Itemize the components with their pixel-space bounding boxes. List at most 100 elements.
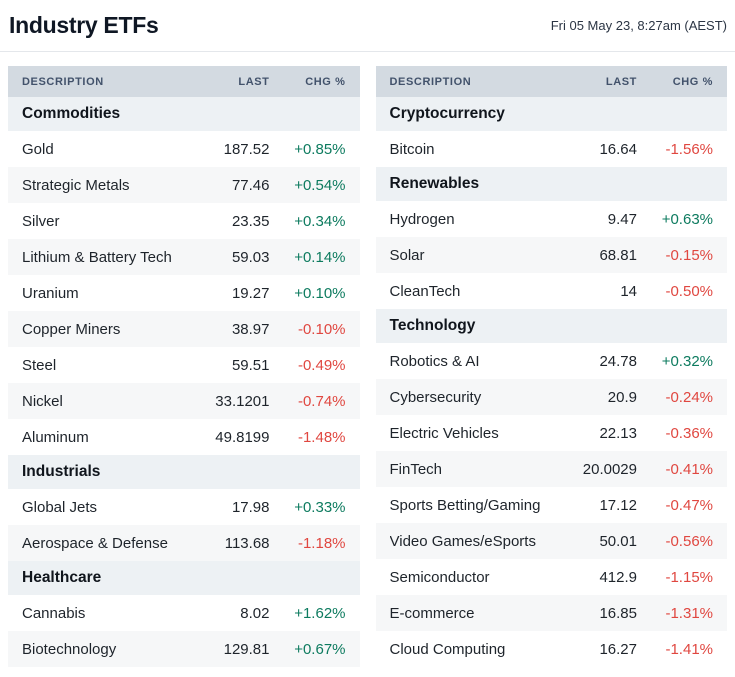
column-header-description: DESCRIPTION <box>22 75 104 88</box>
etf-row[interactable]: Steel 59.51 -0.49% <box>8 347 360 383</box>
etf-row[interactable]: Cloud Computing 16.27 -1.41% <box>375 631 727 667</box>
section-header-row: Renewables <box>375 167 727 201</box>
etf-last-price: 24.78 <box>599 352 637 370</box>
etf-row[interactable]: Aluminum 49.8199 -1.48% <box>8 419 360 455</box>
etf-table-left: DESCRIPTION LAST CHG % Commodities Gold 18… <box>8 66 360 667</box>
etf-change-percent: +1.62% <box>294 604 346 622</box>
etf-change-percent: -0.10% <box>297 320 346 338</box>
column-header-last: LAST <box>238 75 270 88</box>
etf-description: FinTech <box>389 460 443 478</box>
etf-row[interactable]: Video Games/eSports 50.01 -0.56% <box>375 523 727 559</box>
etf-description: Steel <box>22 356 57 374</box>
etf-row[interactable]: Silver 23.35 +0.34% <box>8 203 360 239</box>
etf-last-price: 50.01 <box>599 532 637 550</box>
etf-change-percent: +0.54% <box>294 176 346 194</box>
etf-row[interactable]: Electric Vehicles 22.13 -0.36% <box>375 415 727 451</box>
etf-description: CleanTech <box>389 282 461 300</box>
etf-row[interactable]: Semiconductor 412.9 -1.15% <box>375 559 727 595</box>
etf-change-percent: -0.41% <box>665 460 713 478</box>
etf-row[interactable]: E-commerce 16.85 -1.31% <box>375 595 727 631</box>
column-header-description: DESCRIPTION <box>389 75 472 88</box>
section-label: Commodities <box>22 105 121 122</box>
section-label: Industrials <box>22 463 101 480</box>
etf-change-percent: -0.47% <box>665 496 713 514</box>
etf-row[interactable]: Strategic Metals 77.46 +0.54% <box>8 167 360 203</box>
etf-last-price: 129.81 <box>223 640 270 658</box>
etf-change-percent: -0.50% <box>665 282 713 300</box>
section-label: Cryptocurrency <box>389 105 505 122</box>
etf-last-price: 38.97 <box>231 320 270 338</box>
etf-row[interactable]: Gold 187.52 +0.85% <box>8 131 360 167</box>
etf-description: Uranium <box>22 284 79 302</box>
timestamp: Fri 05 May 23, 8:27am (AEST) <box>550 18 727 33</box>
etf-description: Solar <box>389 246 425 264</box>
etf-row[interactable]: Hydrogen 9.47 +0.63% <box>375 201 727 237</box>
etf-change-percent: -1.41% <box>665 640 713 658</box>
etf-change-percent: -1.18% <box>297 534 346 552</box>
etf-description: Gold <box>22 140 54 158</box>
etf-change-percent: -0.36% <box>665 424 713 442</box>
etf-description: E-commerce <box>389 604 475 622</box>
etf-last-price: 9.47 <box>607 210 637 228</box>
etf-last-price: 16.85 <box>599 604 637 622</box>
etf-row[interactable]: Nickel 33.1201 -0.74% <box>8 383 360 419</box>
etf-row[interactable]: FinTech 20.0029 -0.41% <box>375 451 727 487</box>
table-header-row: DESCRIPTION LAST CHG % <box>375 66 727 97</box>
etf-last-price: 20.0029 <box>582 460 637 478</box>
etf-change-percent: -0.15% <box>665 246 713 264</box>
etf-change-percent: +0.10% <box>294 284 346 302</box>
etf-change-percent: -0.74% <box>297 392 346 410</box>
etf-last-price: 412.9 <box>599 568 637 586</box>
etf-last-price: 59.51 <box>231 356 270 374</box>
etf-change-percent: +0.33% <box>294 498 346 516</box>
etf-change-percent: -0.24% <box>665 388 713 406</box>
section-header-row: Commodities <box>8 97 360 131</box>
section-label: Technology <box>389 317 476 334</box>
etf-row[interactable]: Uranium 19.27 +0.10% <box>8 275 360 311</box>
etf-row[interactable]: CleanTech 14 -0.50% <box>375 273 727 309</box>
etf-description: Aerospace & Defense <box>22 534 168 552</box>
etf-row[interactable]: Biotechnology 129.81 +0.67% <box>8 631 360 667</box>
etf-last-price: 187.52 <box>223 140 270 158</box>
etf-row[interactable]: Robotics & AI 24.78 +0.32% <box>375 343 727 379</box>
etf-change-percent: +0.32% <box>661 352 713 370</box>
etf-last-price: 16.27 <box>599 640 637 658</box>
etf-description: Cloud Computing <box>389 640 506 658</box>
section-header-row: Technology <box>375 309 727 343</box>
etf-change-percent: -1.31% <box>665 604 713 622</box>
table-header-row: DESCRIPTION LAST CHG % <box>8 66 360 97</box>
etf-row[interactable]: Copper Miners 38.97 -0.10% <box>8 311 360 347</box>
etf-description: Global Jets <box>22 498 98 516</box>
etf-row[interactable]: Cybersecurity 20.9 -0.24% <box>375 379 727 415</box>
etf-last-price: 49.8199 <box>215 428 270 446</box>
etf-description: Semiconductor <box>389 568 490 586</box>
etf-description: Aluminum <box>22 428 89 446</box>
etf-last-price: 14 <box>620 282 637 300</box>
etf-row[interactable]: Lithium & Battery Tech 59.03 +0.14% <box>8 239 360 275</box>
etf-change-percent: -1.48% <box>297 428 346 446</box>
column-header-chg: CHG % <box>305 75 346 88</box>
etf-change-percent: -0.49% <box>297 356 346 374</box>
etf-row[interactable]: Aerospace & Defense 113.68 -1.18% <box>8 525 360 561</box>
page-header: Industry ETFs Fri 05 May 23, 8:27am (AES… <box>0 0 735 40</box>
etf-description: Hydrogen <box>389 210 455 228</box>
etf-change-percent: -1.56% <box>665 140 713 158</box>
etf-description: Lithium & Battery Tech <box>22 248 172 266</box>
etf-tables: DESCRIPTION LAST CHG % Commodities Gold 18… <box>0 52 735 667</box>
etf-row[interactable]: Bitcoin 16.64 -1.56% <box>375 131 727 167</box>
section-header-row: Industrials <box>8 455 360 489</box>
section-label: Healthcare <box>22 569 102 586</box>
etf-last-price: 17.98 <box>231 498 270 516</box>
header-divider <box>0 51 735 52</box>
etf-last-price: 23.35 <box>231 212 270 230</box>
table-body: Commodities Gold 187.52 +0.85% Strategic Met… <box>8 97 360 667</box>
etf-row[interactable]: Sports Betting/Gaming 17.12 -0.47% <box>375 487 727 523</box>
etf-row[interactable]: Solar 68.81 -0.15% <box>375 237 727 273</box>
etf-description: Silver <box>22 212 60 230</box>
etf-row[interactable]: Cannabis 8.02 +1.62% <box>8 595 360 631</box>
etf-row[interactable]: Global Jets 17.98 +0.33% <box>8 489 360 525</box>
etf-description: Cybersecurity <box>389 388 482 406</box>
etf-change-percent: +0.14% <box>294 248 346 266</box>
etf-change-percent: +0.85% <box>294 140 346 158</box>
section-header-row: Healthcare <box>8 561 360 595</box>
